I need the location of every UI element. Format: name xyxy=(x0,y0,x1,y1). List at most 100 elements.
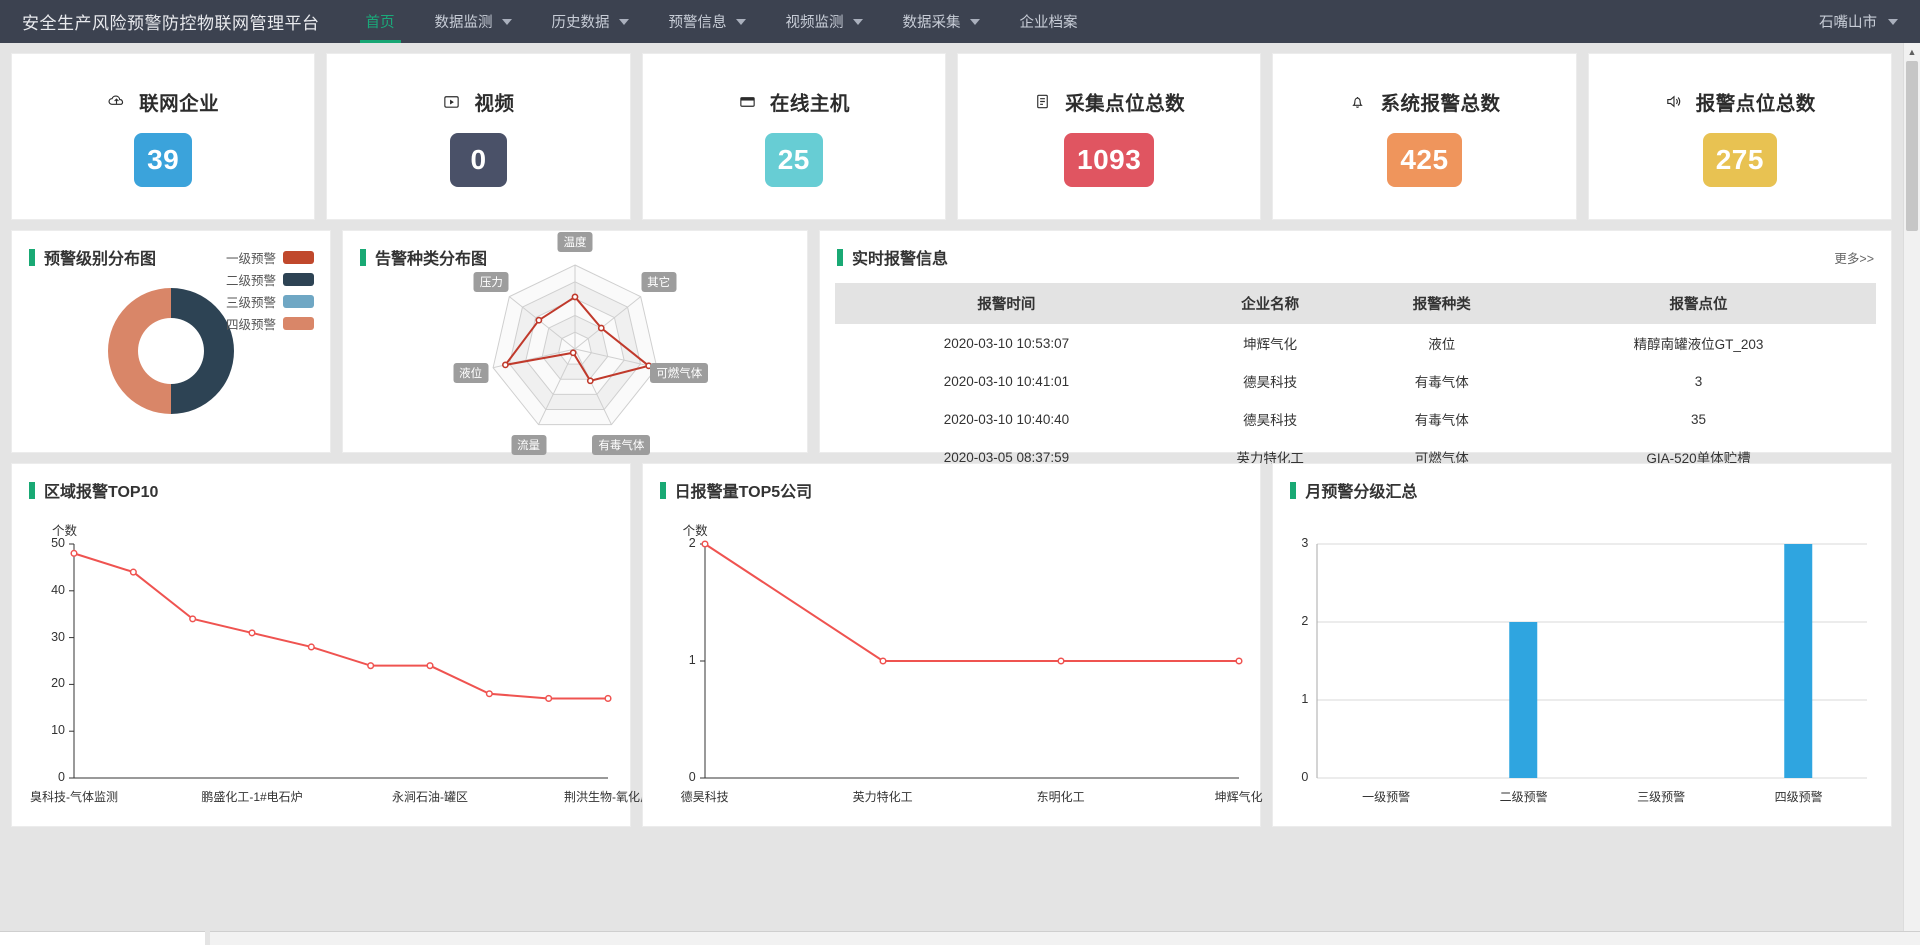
kpi-title: 视频 xyxy=(474,92,515,115)
legend-color-swatch xyxy=(283,251,314,264)
title-accent-bar xyxy=(360,248,366,266)
cell-r1-c4: 精醇南罐液位GT_203 xyxy=(1633,337,1764,352)
panel-header: 区域报警TOP10 xyxy=(12,464,630,502)
data-point-4 xyxy=(1235,657,1243,665)
legend-item-1[interactable]: 一级预警 xyxy=(226,248,314,267)
panel-header: 预警级别分布图 xyxy=(12,231,330,269)
legend-color-swatch xyxy=(283,317,314,330)
donut-legend: 一级预警二级预警三级预警四级预警 xyxy=(226,248,314,333)
active-tab-underline xyxy=(359,40,401,43)
chevron-down-icon xyxy=(501,18,512,25)
bar-chart-svg xyxy=(1316,543,1868,779)
nav-menu: 首页 数据监测 历史数据 预警信息 视频监测 数据采集 企业档案 xyxy=(346,0,1098,43)
chevron-down-icon xyxy=(618,18,629,25)
kpi-card-6[interactable]: 报警点位总数 275 xyxy=(1587,53,1892,220)
title-accent-bar xyxy=(29,481,35,499)
line-chart-svg xyxy=(699,540,1243,779)
x-tick-label-3: 永涧石油-罐区 xyxy=(392,790,468,804)
top-navigation-bar: 安全生产风险预警防控物联网管理平台 首页 数据监测 历史数据 预警信息 视频监测 数据采集… xyxy=(0,0,1920,43)
kpi-header: 视频 xyxy=(442,87,514,116)
radar-series-line xyxy=(503,296,651,382)
bottom-panel-row: 区域报警TOP10 个数 0 10 20 30 40 50 臭科技-气体监测 鹏盛化工-1#电石… xyxy=(11,463,1893,838)
kpi-header: 采集点位总数 xyxy=(1033,87,1185,116)
radar-point-4 xyxy=(586,377,594,385)
kpi-card-5[interactable]: 系统报警总数 425 xyxy=(1272,53,1577,220)
data-point-2 xyxy=(129,568,137,576)
y-axis-name: 个数 xyxy=(52,524,78,538)
radar-point-5 xyxy=(569,349,577,357)
radar-point-7 xyxy=(535,316,543,324)
more-link[interactable]: 更多>> xyxy=(1834,252,1874,266)
cell-r1-c1: 2020-03-10 10:53:07 xyxy=(943,335,1070,351)
x-tick-label-2: 鹏盛化工-1#电石炉 xyxy=(201,790,303,804)
nav-item-7[interactable]: 企业档案 xyxy=(1000,0,1098,43)
cell-r2-c4: 3 xyxy=(1694,373,1703,389)
vertical-scrollbar[interactable]: ▲ ▼ xyxy=(1903,43,1920,945)
kpi-card-1[interactable]: 联网企业 39 xyxy=(11,53,316,220)
kpi-card-4[interactable]: 采集点位总数 1093 xyxy=(956,53,1262,220)
nav-item-label: 视频监测 xyxy=(785,15,844,31)
legend-item-3[interactable]: 三级预警 xyxy=(226,292,314,311)
y-tick-label-3: 20 xyxy=(51,676,65,691)
x-tick-label-2: 英力特化工 xyxy=(852,790,913,804)
radar-axis-4 xyxy=(574,348,612,425)
data-point-3 xyxy=(1057,657,1065,665)
kpi-card-2[interactable]: 视频 0 xyxy=(326,53,631,220)
column-header-1: 报警时间 xyxy=(835,283,1178,324)
table-header-row: 报警时间 企业名称 报警种类 报警点位 xyxy=(835,283,1876,324)
radar-point-2 xyxy=(597,324,605,332)
donut-chart-svg xyxy=(108,288,234,414)
video-play-icon xyxy=(444,95,460,108)
cell-r3-c3: 有毒气体 xyxy=(1414,413,1469,428)
legend-item-4[interactable]: 四级预警 xyxy=(226,314,314,333)
radar-axis-3 xyxy=(574,348,658,369)
table-row[interactable]: 2020-03-10 10:40:40 德昊科技 有毒气体 35 xyxy=(835,400,1876,438)
nav-item-2[interactable]: 数据监测 xyxy=(415,0,532,43)
nav-item-label: 预警信息 xyxy=(668,15,727,31)
chevron-down-icon xyxy=(852,18,863,25)
y-tick-label-2: 1 xyxy=(1301,692,1309,706)
kpi-title: 联网企业 xyxy=(139,92,220,115)
column-header-2: 企业名称 xyxy=(1177,283,1363,324)
title-accent-bar xyxy=(29,248,35,266)
cell-r3-c4: 35 xyxy=(1691,411,1707,427)
panel-header: 告警种类分布图 xyxy=(343,231,807,269)
daily-alarm-chart: 个数 0 1 2 德昊科技 英力特化工 东明化工 坤辉气化 xyxy=(643,506,1263,826)
cell-r3-c1: 2020-03-10 10:40:40 xyxy=(943,411,1070,427)
nav-item-4[interactable]: 预警信息 xyxy=(649,0,766,43)
y-tick-label-3: 2 xyxy=(1301,614,1309,628)
x-tick-label-3: 三级预警 xyxy=(1637,790,1686,804)
monthly-warning-summary-panel: 月预警分级汇总 0 1 2 3 一级预警 二级预警 三级预警 四级预警 xyxy=(1272,463,1893,827)
table-row[interactable]: 2020-03-10 10:41:01 德昊科技 有毒气体 3 xyxy=(835,362,1876,400)
table-row[interactable]: 2020-03-10 10:53:07 坤辉气化 液位 精醇南罐液位GT_203 xyxy=(835,324,1876,362)
radar-point-1 xyxy=(571,293,579,301)
nav-item-1[interactable]: 首页 xyxy=(346,0,415,43)
middle-panel-row: 预警级别分布图 一级预警二级预警三级预警四级预警 xyxy=(11,230,1892,466)
scroll-up-arrow[interactable]: ▲ xyxy=(1904,43,1920,60)
nav-item-5[interactable]: 视频监测 xyxy=(766,0,883,43)
region-label: 石嘴山市 xyxy=(1819,15,1877,31)
panel-title-text: 告警种类分布图 xyxy=(375,251,488,268)
legend-item-2[interactable]: 二级预警 xyxy=(226,270,314,289)
scrollbar-thumb[interactable] xyxy=(1906,61,1918,231)
alarm-table: 报警时间 企业名称 报警种类 报警点位 2020-03-10 10:53:07 坤辉气化… xyxy=(835,283,1876,476)
kpi-card-3[interactable]: 在线主机 25 xyxy=(641,53,946,220)
region-selector[interactable]: 石嘴山市 xyxy=(1819,0,1920,43)
title-accent-bar xyxy=(659,481,666,499)
x-tick-label-4: 坤辉气化 xyxy=(1214,790,1263,804)
nav-item-label: 数据监测 xyxy=(434,15,493,31)
data-point-2 xyxy=(879,657,887,665)
legend-label: 三级预警 xyxy=(225,296,276,310)
cell-r1-c3: 液位 xyxy=(1428,337,1456,352)
kpi-value-badge: 0 xyxy=(449,132,507,187)
radar-chart-svg xyxy=(492,264,658,426)
cell-r2-c2: 德昊科技 xyxy=(1243,375,1298,390)
nav-item-3[interactable]: 历史数据 xyxy=(532,0,649,43)
y-tick-label-1: 0 xyxy=(58,770,65,784)
table-row[interactable]: 2020-03-05 08:37:59 英力特化工 可燃气体 GIA-520单体贮槽 xyxy=(835,438,1876,476)
kpi-header: 报警点位总数 xyxy=(1664,87,1816,116)
area-alarm-top10-panel: 区域报警TOP10 个数 0 10 20 30 40 50 臭科技-气体监测 鹏盛化工-1#电石… xyxy=(11,463,652,827)
x-tick-label-2: 二级预警 xyxy=(1499,790,1548,804)
nav-item-6[interactable]: 数据采集 xyxy=(883,0,1000,43)
